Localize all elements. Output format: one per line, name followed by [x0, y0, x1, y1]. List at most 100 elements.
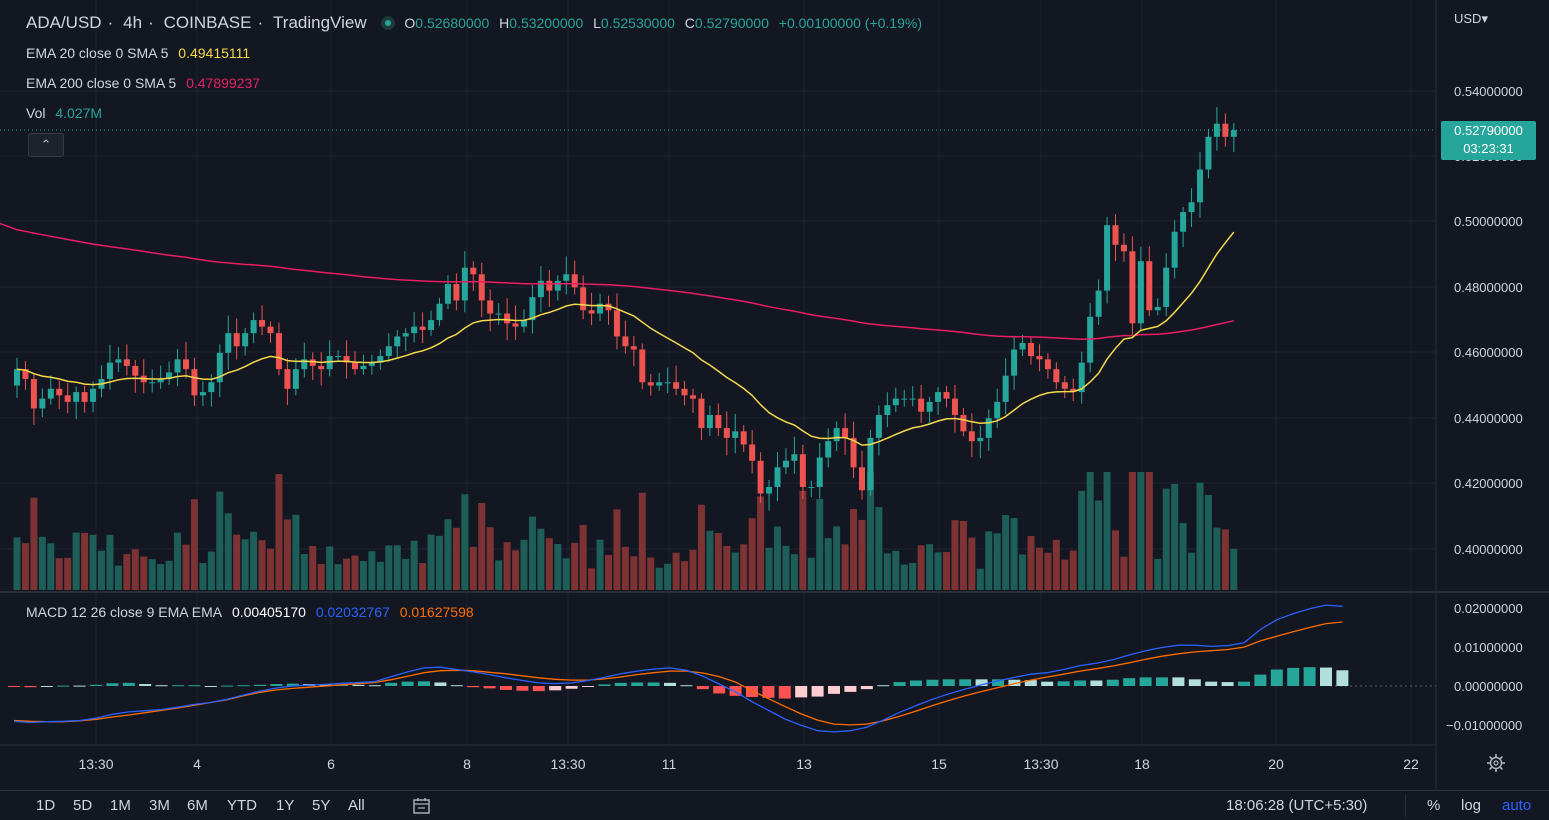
macd-histogram-bar	[811, 686, 824, 697]
grid-lines	[0, 0, 1436, 745]
candle-body	[875, 414, 882, 438]
macd-histogram-bar	[664, 682, 676, 686]
candle-body	[529, 297, 536, 321]
collapse-legend-button[interactable]: ⌃	[28, 133, 64, 157]
utc-clock[interactable]: 18:06:28 (UTC+5:30)	[1226, 797, 1368, 814]
candle-body	[115, 359, 122, 363]
volume-bar	[571, 542, 579, 590]
candle-body	[647, 382, 654, 386]
candle-body	[901, 398, 908, 400]
volume-bar	[1061, 559, 1069, 590]
volume-bar	[38, 536, 46, 590]
time-label: 13:30	[1023, 756, 1058, 772]
volume-bar	[841, 544, 849, 590]
volume-bar	[326, 546, 334, 590]
ema20-legend[interactable]: EMA 20 close 0 SMA 5 0.49415111	[26, 45, 256, 61]
interval[interactable]: 4h	[123, 13, 143, 32]
candle-body	[935, 392, 942, 402]
candle-body	[250, 320, 257, 334]
candle-body	[191, 369, 198, 396]
time-label: 15	[931, 756, 947, 772]
range-all-button[interactable]: All	[348, 797, 365, 814]
range-ytd-button[interactable]: YTD	[227, 797, 257, 814]
range-5d-button[interactable]: 5D	[73, 797, 93, 814]
range-3m-button[interactable]: 3M	[149, 797, 170, 814]
candle-body	[859, 467, 865, 491]
volume-bar	[926, 544, 934, 590]
macd-histogram-bar	[8, 686, 20, 687]
candle-body	[918, 398, 925, 412]
candle-body	[605, 303, 612, 311]
auto-toggle[interactable]: auto	[1502, 797, 1532, 814]
volume-bar	[875, 507, 883, 590]
candle-body	[106, 362, 113, 379]
candle-body	[30, 378, 37, 409]
candle-body	[1028, 342, 1034, 357]
ema200-legend[interactable]: EMA 200 close 0 SMA 5 0.47899237	[26, 75, 266, 91]
volume-bar	[359, 561, 367, 590]
calendar-range-icon[interactable]	[412, 797, 432, 815]
volume-bar	[807, 557, 815, 590]
volume-bar	[486, 527, 494, 590]
symbol-legend[interactable]: ADA/USD · 4h · COINBASE · TradingView O0.52…	[26, 13, 928, 33]
volume-bar	[731, 552, 739, 590]
macd-histogram-bar	[319, 684, 332, 686]
gear-icon[interactable]	[1486, 753, 1506, 773]
volume-bar	[410, 540, 418, 590]
macd-histogram-bar	[844, 686, 857, 692]
volume-bar	[148, 559, 156, 590]
macd-histogram-bar	[1074, 680, 1086, 686]
candle-body	[909, 398, 916, 400]
macd-histogram-bar	[565, 686, 578, 689]
range-1d-button[interactable]: 1D	[36, 797, 56, 814]
range-5y-button[interactable]: 5Y	[312, 797, 331, 814]
candle-body	[284, 369, 291, 389]
macd-histogram-bar	[1188, 679, 1201, 686]
volume-bar	[1230, 548, 1238, 590]
percent-toggle[interactable]: %	[1427, 797, 1441, 814]
vol-legend[interactable]: Vol 4.027M	[26, 105, 108, 121]
ema200-value: 0.47899237	[186, 75, 261, 91]
macd-histogram-bar	[286, 683, 299, 686]
candle-body	[385, 346, 392, 357]
open-value: 0.52680000	[415, 15, 490, 31]
macd-histogram-bar	[598, 684, 611, 686]
candle-body	[47, 388, 54, 399]
currency-selector[interactable]: USD▾	[1454, 11, 1488, 27]
candle-body	[656, 382, 663, 386]
macd-histogram-bar	[24, 686, 37, 688]
separator: ·	[257, 13, 264, 32]
log-toggle[interactable]: log	[1461, 797, 1482, 814]
macd-signal-line	[13, 621, 1343, 726]
range-6m-button[interactable]: 6M	[187, 797, 208, 814]
candle-body	[73, 392, 80, 402]
volume-bar	[343, 558, 351, 590]
volume-bar	[613, 509, 621, 590]
vol-value: 4.027M	[55, 105, 103, 121]
candle-body	[985, 418, 992, 438]
range-1y-button[interactable]: 1Y	[276, 797, 295, 814]
candle-body	[157, 378, 164, 383]
macd-legend[interactable]: MACD 12 26 close 9 EMA EMA 0.00405170 0.…	[26, 604, 480, 620]
volume-bar	[317, 563, 325, 590]
chart-canvas[interactable]: 0.54000000 0.52000000 0.50000000 0.48000…	[0, 0, 1549, 790]
volume-bar	[1069, 550, 1077, 590]
volume-bar	[123, 553, 131, 590]
candle-body	[588, 310, 595, 314]
candle-body	[1112, 225, 1119, 245]
candle-body	[782, 460, 789, 468]
volume-bar	[689, 549, 697, 590]
volume-bar	[216, 491, 224, 590]
macd-histogram-bar	[975, 679, 988, 686]
macd-signal-value: 0.01627598	[399, 604, 474, 620]
volume-bar	[968, 537, 976, 590]
candle-body	[749, 444, 756, 461]
volume-bar	[1044, 552, 1052, 590]
price-label: 0.48000000	[1454, 280, 1523, 295]
macd-histogram-bar	[1336, 670, 1349, 686]
volume-bar	[174, 532, 182, 590]
open-label: O	[404, 15, 416, 31]
volume-bar	[1078, 490, 1086, 590]
symbol-name[interactable]: ADA/USD	[26, 13, 102, 32]
range-1m-button[interactable]: 1M	[110, 797, 131, 814]
